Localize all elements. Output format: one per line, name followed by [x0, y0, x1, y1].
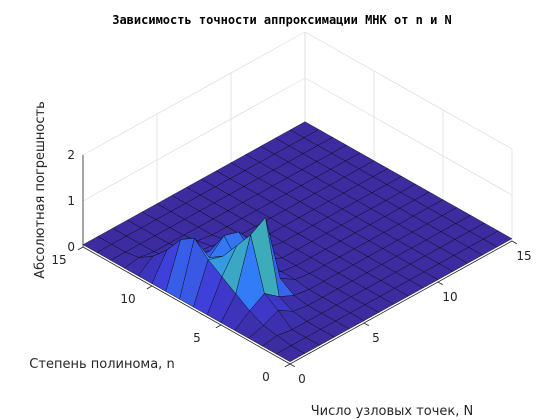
axes-frame — [77, 155, 518, 368]
z-tick-label: 0 — [67, 240, 75, 254]
y-tick-mark — [77, 246, 84, 251]
x-tick-label: 15 — [516, 249, 531, 263]
x-tick-mark — [363, 322, 370, 327]
x-tick-label: 10 — [442, 290, 457, 304]
y-tick-label: 10 — [120, 292, 135, 306]
x-tick-label: 5 — [372, 331, 380, 345]
axis-line — [82, 246, 291, 365]
side-wall-z-gridline — [82, 77, 306, 202]
z-tick-label: 1 — [67, 194, 75, 208]
y-tick-mark — [284, 363, 291, 368]
back-wall-z-gridline — [304, 31, 513, 150]
side-wall-z-gridline — [82, 31, 306, 156]
z-axis-label: Абсолютная погрешность — [33, 101, 48, 279]
z-tick-label: 2 — [67, 148, 75, 162]
y-tick-mark — [215, 324, 222, 329]
x-tick-mark — [289, 363, 296, 368]
y-tick-label: 0 — [262, 370, 270, 384]
x-tick-mark — [511, 240, 518, 245]
surface-patch — [275, 345, 306, 362]
surface-plot — [82, 121, 513, 362]
axis-line — [289, 240, 513, 365]
y-tick-label: 5 — [193, 331, 201, 345]
y-tick-label: 15 — [51, 253, 66, 267]
x-axis-label: Число узловых точек, N — [311, 404, 474, 419]
x-tick-label: 0 — [298, 372, 306, 386]
chart-title: Зависимость точности аппроксимации МНК о… — [112, 13, 452, 27]
y-tick-mark — [146, 285, 153, 290]
y-axis-label: Степень полинома, n — [29, 357, 174, 372]
x-tick-mark — [437, 281, 444, 286]
back-wall-z-gridline — [304, 77, 513, 196]
